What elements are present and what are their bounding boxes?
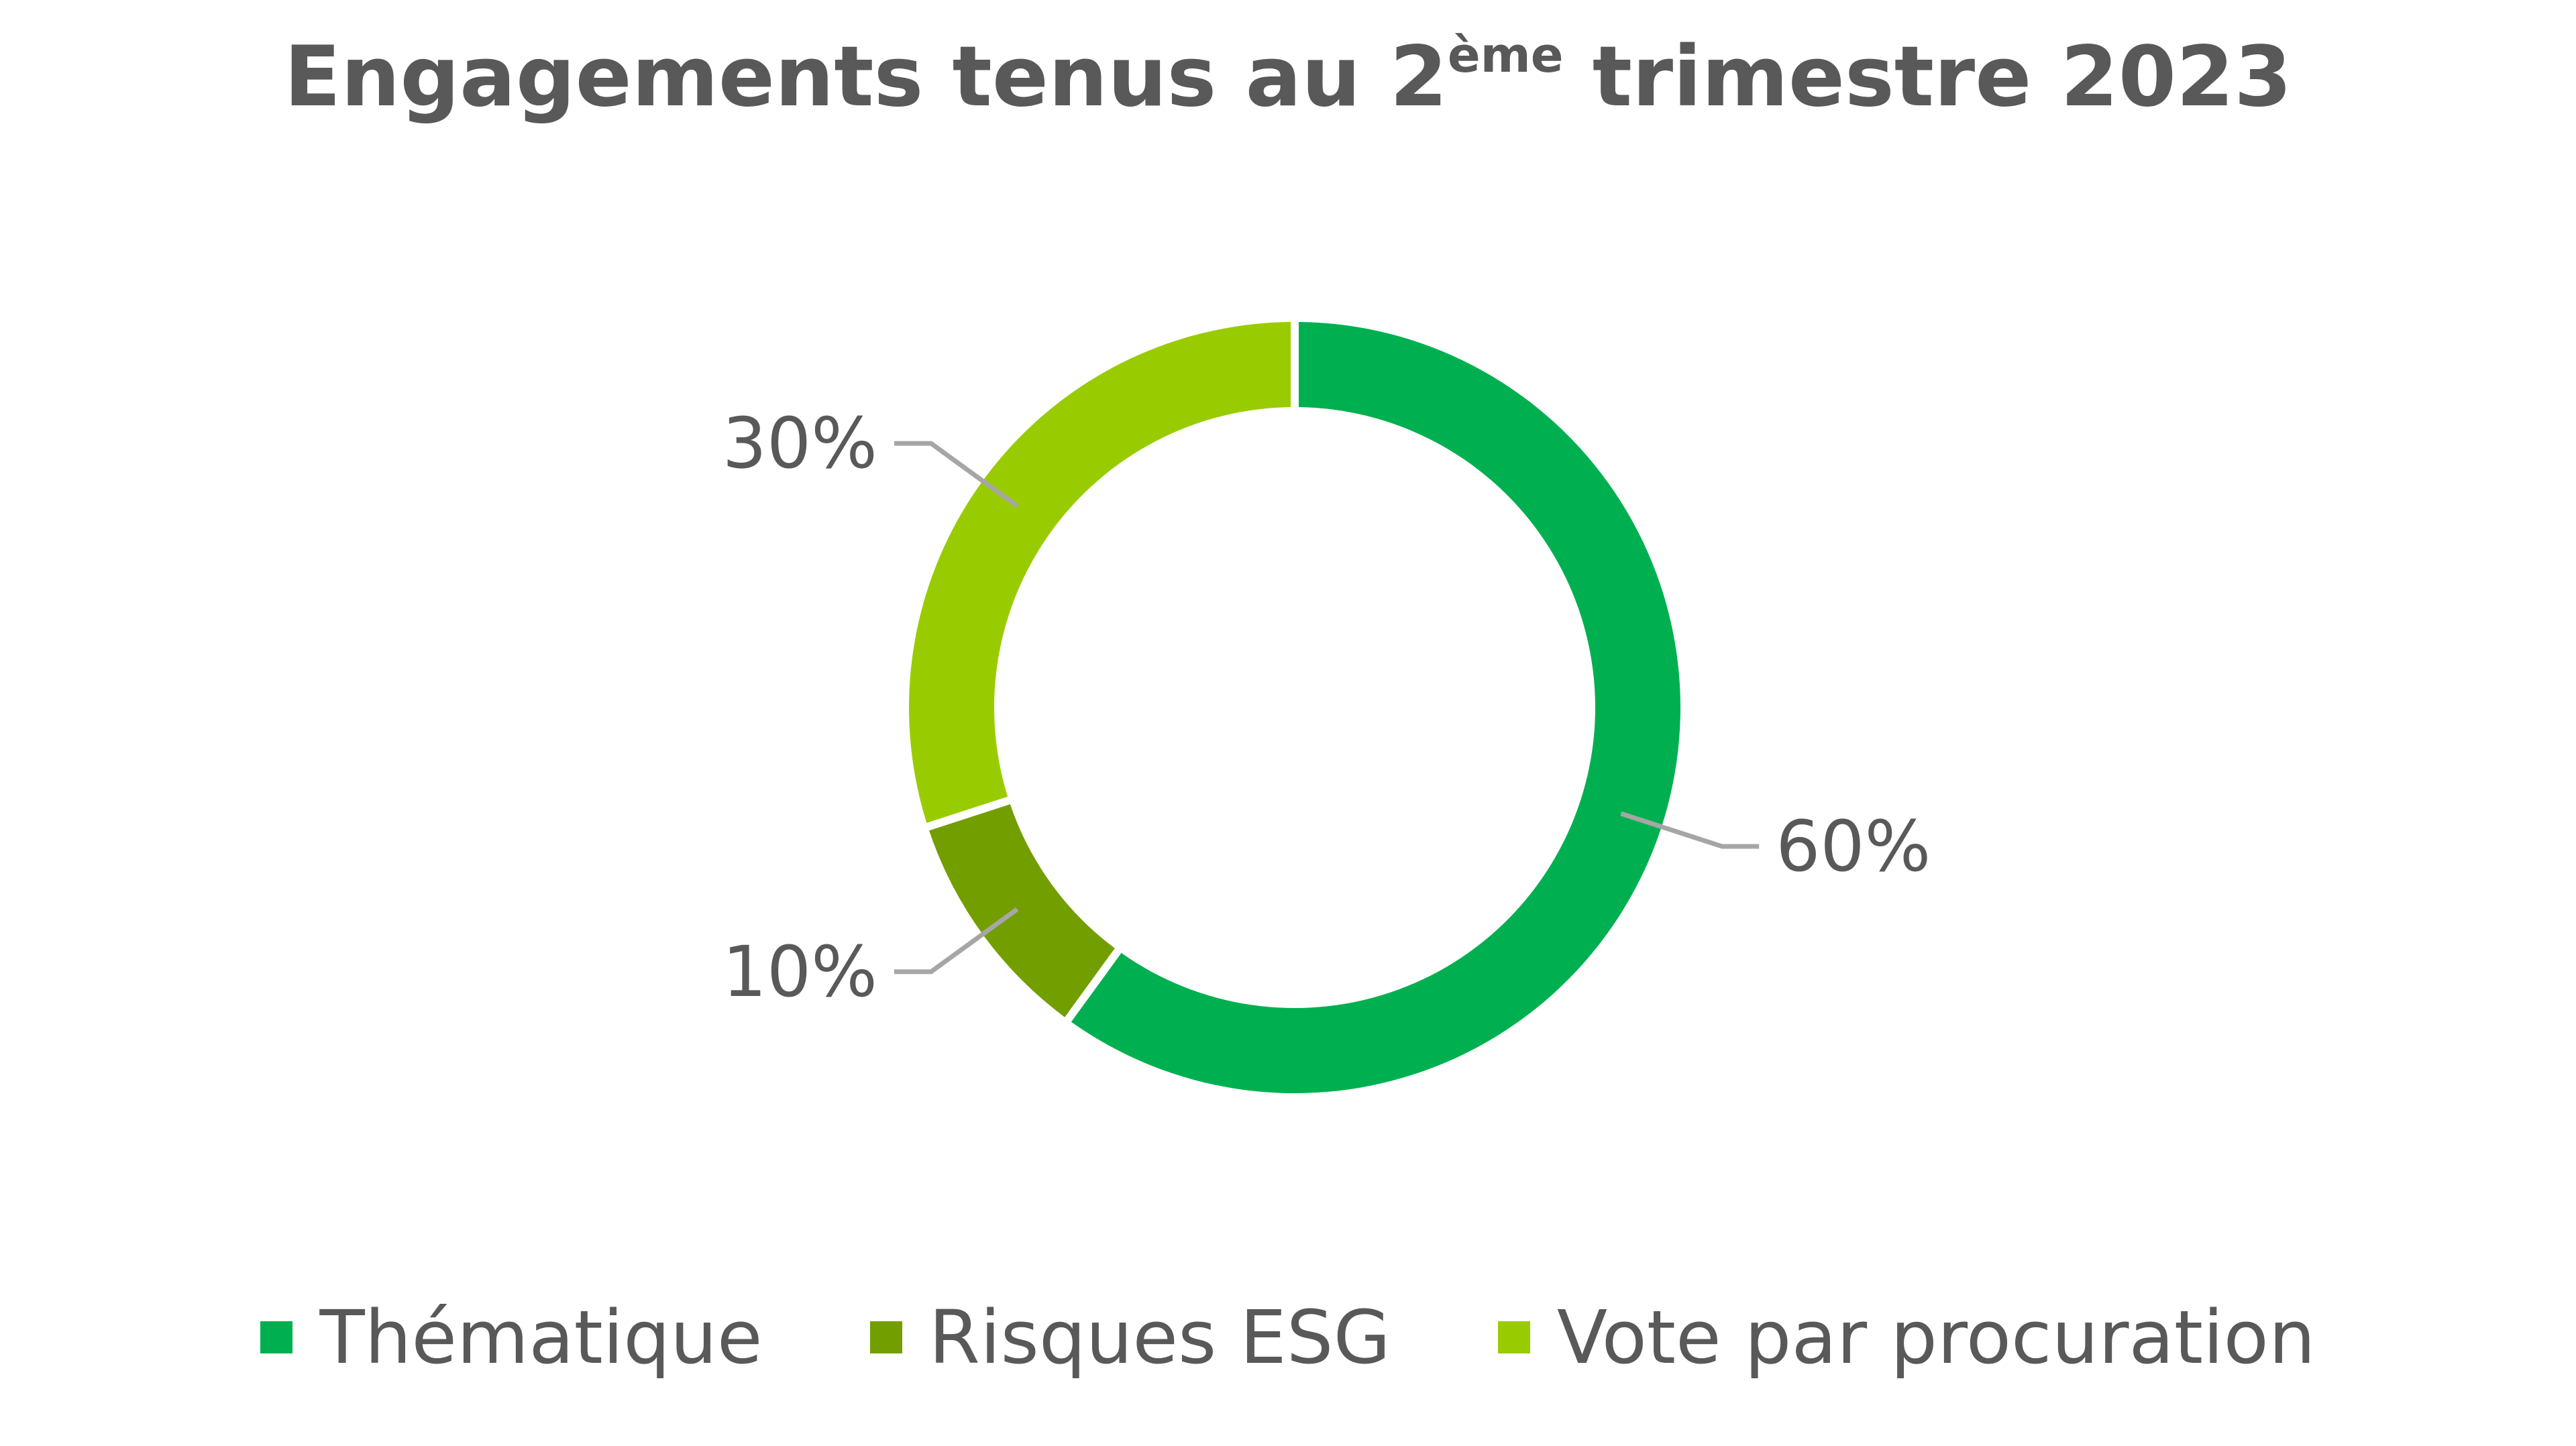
donut-slice-thematique xyxy=(1071,322,1680,1094)
legend-label-thematique: Thématique xyxy=(319,1294,763,1380)
legend-label-vote-par-procuration: Vote par procuration xyxy=(1556,1294,2316,1380)
donut-slices xyxy=(909,322,1680,1094)
donut-slice-vote-par-procuration xyxy=(909,322,1291,823)
data-label-risques-esg: 10% xyxy=(722,931,877,1013)
legend-swatch-thematique xyxy=(260,1321,293,1353)
legend-swatch-vote-par-procuration xyxy=(1497,1321,1530,1353)
legend-label-risques-esg: Risques ESG xyxy=(928,1294,1391,1380)
chart-title: Engagements tenus au 2ème trimestre 2023 xyxy=(0,27,2576,127)
chart-title-suffix: trimestre 2023 xyxy=(1563,29,2292,125)
leader-line-thematique xyxy=(1620,811,1760,849)
chart-title-prefix: Engagements tenus au 2 xyxy=(284,29,1448,125)
donut-slice-risques-esg xyxy=(929,804,1115,1017)
leader-line-vote-par-procuration xyxy=(894,441,1019,508)
legend-item-vote-par-procuration: Vote par procuration xyxy=(1497,1294,2316,1380)
legend-swatch-risques-esg xyxy=(869,1321,902,1353)
chart-title-superscript: ème xyxy=(1447,27,1564,83)
data-labels: 60% 10% 30% xyxy=(722,402,1931,1013)
legend: Thématique Risques ESG Vote par procurat… xyxy=(0,1294,2576,1380)
data-label-thematique: 60% xyxy=(1776,805,1931,887)
leader-lines xyxy=(894,441,1760,975)
leader-line-risques-esg xyxy=(894,907,1019,975)
data-label-vote-par-procuration: 30% xyxy=(722,402,877,484)
legend-item-risques-esg: Risques ESG xyxy=(869,1294,1391,1380)
legend-item-thematique: Thématique xyxy=(260,1294,763,1380)
